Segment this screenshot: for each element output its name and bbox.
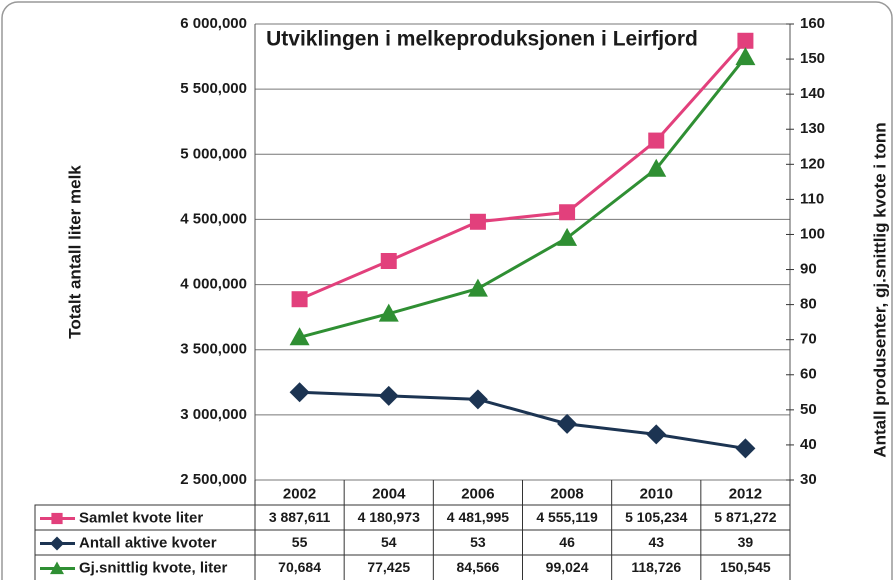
marker xyxy=(469,213,486,230)
y2-tick-label: 110 xyxy=(800,190,824,207)
marker xyxy=(646,424,667,445)
marker xyxy=(289,327,310,346)
y2-tick-label: 80 xyxy=(800,296,817,313)
y2-tick-label: 120 xyxy=(800,155,825,172)
y-tick-label: 3 500,000 xyxy=(180,341,247,358)
legend-marker xyxy=(51,512,63,525)
x-tick-label: 2006 xyxy=(461,485,494,502)
marker xyxy=(646,158,667,177)
y-tick-label: 6 000,000 xyxy=(180,15,247,32)
y-tick-label: 2 500,000 xyxy=(180,471,247,488)
y2-axis-title: Antall produsenter, gj.snittlig kvote i … xyxy=(870,122,889,457)
x-tick-label: 2004 xyxy=(372,485,406,502)
x-tick-label: 2012 xyxy=(729,485,762,502)
table-value: 54 xyxy=(381,534,397,550)
table-value: 3 887,611 xyxy=(269,509,331,525)
table-value: 55 xyxy=(292,534,308,550)
table-value: 150,545 xyxy=(720,559,771,575)
marker xyxy=(648,132,665,149)
table-value: 5 871,272 xyxy=(714,509,776,525)
table-value: 99,024 xyxy=(546,559,589,575)
table-value: 39 xyxy=(738,534,754,550)
table-value: 84,566 xyxy=(457,559,500,575)
marker xyxy=(737,32,754,49)
marker xyxy=(291,291,308,308)
y2-tick-label: 70 xyxy=(800,331,817,348)
series-line xyxy=(299,390,746,450)
x-tick-label: 2010 xyxy=(640,485,673,502)
marker xyxy=(467,389,488,410)
marker xyxy=(557,413,578,434)
marker xyxy=(735,47,756,66)
legend-marker xyxy=(50,536,64,551)
y2-tick-label: 50 xyxy=(800,401,817,418)
y-tick-label: 4 000,000 xyxy=(180,276,247,293)
marker xyxy=(735,438,756,459)
y2-tick-label: 100 xyxy=(800,225,825,242)
table-value: 4 180,973 xyxy=(358,509,420,525)
table-value: 118,726 xyxy=(631,559,681,575)
legend-label: Antall aktive kvoter xyxy=(79,534,217,551)
table-value: 70,684 xyxy=(278,559,321,575)
y-tick-label: 5 000,000 xyxy=(180,145,247,162)
y-axis-title: Totalt antall liter melk xyxy=(65,165,84,339)
y2-tick-label: 140 xyxy=(800,85,825,102)
chart-title: Utviklingen i melkeproduksjonen i Leirfj… xyxy=(266,28,698,51)
y-tick-label: 5 500,000 xyxy=(180,80,247,97)
marker xyxy=(467,278,488,297)
table-value: 53 xyxy=(470,534,486,550)
y-tick-label: 3 000,000 xyxy=(180,406,247,423)
marker xyxy=(380,252,397,269)
y2-tick-label: 30 xyxy=(800,471,817,488)
table-value: 4 481,995 xyxy=(447,509,509,525)
legend-label: Samlet kvote liter xyxy=(79,509,203,526)
marker xyxy=(378,385,399,406)
x-tick-label: 2008 xyxy=(550,485,583,502)
marker xyxy=(557,227,578,246)
series-line xyxy=(298,39,747,301)
x-tick-label: 2002 xyxy=(283,485,316,502)
y2-tick-label: 90 xyxy=(800,261,817,278)
table-value: 4 555,119 xyxy=(536,509,598,525)
y2-tick-label: 150 xyxy=(800,50,825,67)
y2-tick-label: 130 xyxy=(800,120,825,137)
y2-tick-label: 160 xyxy=(800,15,825,32)
y2-tick-label: 60 xyxy=(800,366,817,383)
marker xyxy=(559,204,576,221)
marker xyxy=(378,303,399,322)
series-line xyxy=(299,56,747,339)
y-tick-label: 4 500,000 xyxy=(180,210,247,227)
y2-tick-label: 40 xyxy=(800,436,817,453)
table-value: 5 105,234 xyxy=(625,509,687,525)
marker xyxy=(289,382,310,403)
legend-label: Gj.snittlig kvote, liter xyxy=(79,559,228,576)
legend-marker xyxy=(50,561,64,575)
table-value: 43 xyxy=(648,534,664,550)
table-value: 46 xyxy=(559,534,575,550)
table-value: 77,425 xyxy=(367,559,410,575)
